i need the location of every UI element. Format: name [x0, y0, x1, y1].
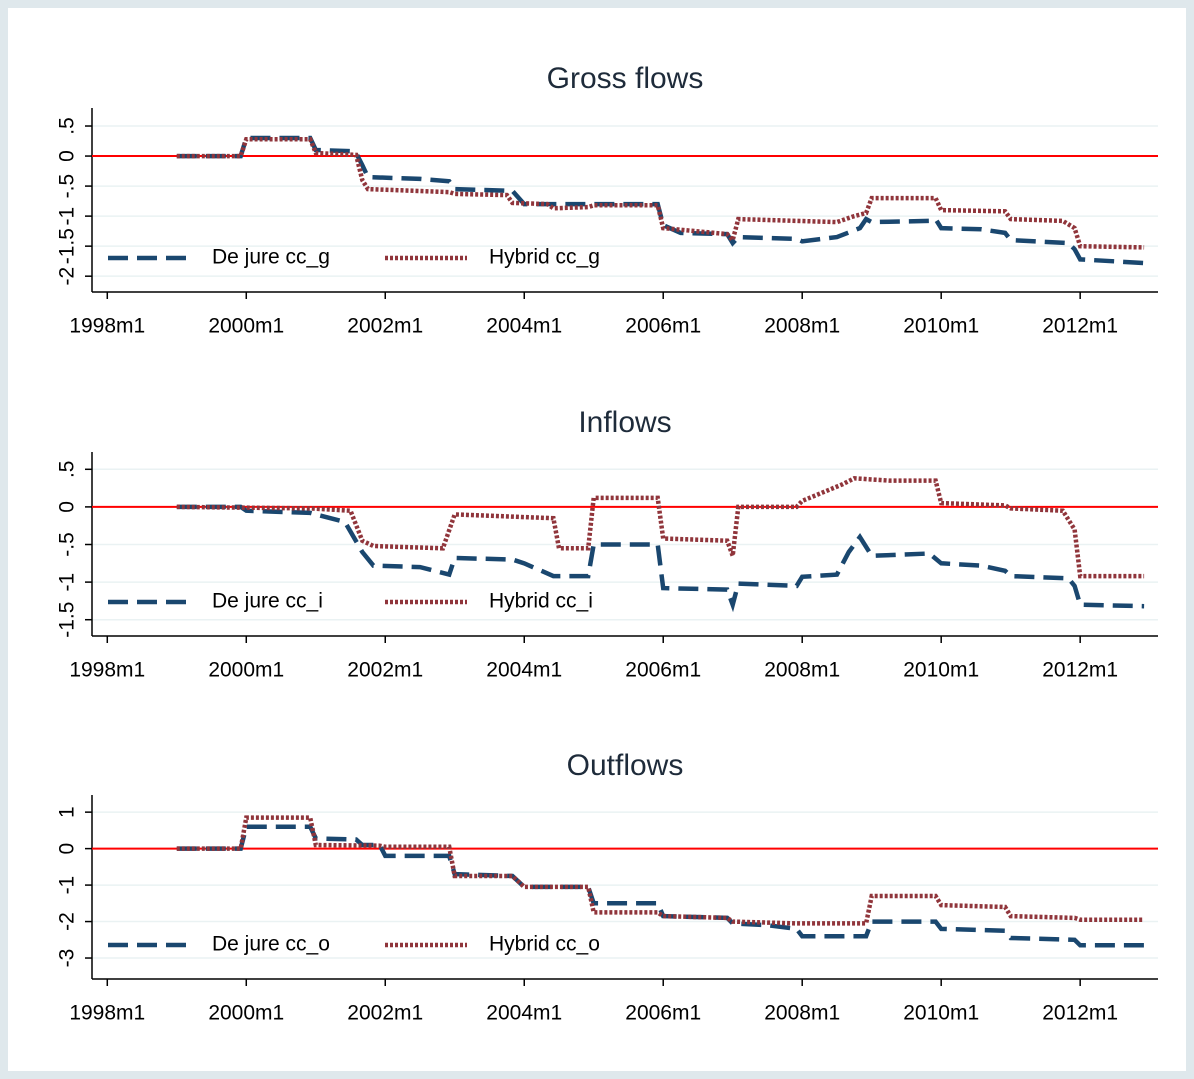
x-tick-label: 1998m1 [69, 315, 145, 338]
y-tick-label: -3 [56, 949, 79, 968]
x-tick-label: 2010m1 [903, 315, 979, 338]
legend-label: Hybrid cc_o [489, 933, 600, 956]
x-tick-label: 2000m1 [208, 1002, 284, 1025]
x-tick-label: 2008m1 [764, 659, 840, 682]
y-tick-label: -2 [56, 267, 79, 286]
x-tick-label: 2008m1 [764, 315, 840, 338]
series-line [176, 815, 1145, 926]
x-tick-label: 2010m1 [903, 659, 979, 682]
x-tick-label: 2006m1 [625, 659, 701, 682]
x-tick-label: 2002m1 [347, 315, 423, 338]
x-tick-label: 2000m1 [208, 315, 284, 338]
y-tick-label: -1 [56, 876, 79, 895]
x-tick-label: 2006m1 [625, 315, 701, 338]
x-tick-label: 1998m1 [69, 659, 145, 682]
series-line [176, 504, 1145, 613]
x-tick-label: 2002m1 [347, 659, 423, 682]
series-line [176, 136, 1145, 250]
series-line [176, 824, 1145, 948]
legend-label: De jure cc_i [212, 590, 323, 613]
x-tick-label: 2004m1 [486, 659, 562, 682]
y-tick-label: -2 [56, 912, 79, 931]
legend-label: De jure cc_g [212, 246, 330, 269]
y-tick-label: -1.5 [56, 602, 79, 638]
y-tick-label: -1.5 [56, 228, 79, 264]
y-tick-label: 0 [56, 501, 79, 513]
legend-label: De jure cc_o [212, 933, 330, 956]
x-tick-label: 2010m1 [903, 1002, 979, 1025]
x-tick-label: 2012m1 [1042, 315, 1118, 338]
y-tick-label: 0 [56, 843, 79, 855]
chart-title: Gross flows [547, 62, 704, 95]
y-tick-label: -1 [56, 573, 79, 592]
y-tick-label: -.5 [56, 174, 79, 199]
y-tick-label: -.5 [56, 532, 79, 557]
chart-title: Inflows [578, 406, 671, 439]
x-tick-label: 1998m1 [69, 1002, 145, 1025]
y-tick-label: .5 [56, 117, 79, 135]
legend-label: Hybrid cc_g [489, 246, 600, 269]
series-line [176, 476, 1145, 579]
x-tick-label: 2008m1 [764, 1002, 840, 1025]
x-tick-label: 2002m1 [347, 1002, 423, 1025]
legend-label: Hybrid cc_i [489, 590, 593, 613]
x-tick-label: 2004m1 [486, 1002, 562, 1025]
x-tick-label: 2004m1 [486, 315, 562, 338]
x-tick-label: 2006m1 [625, 1002, 701, 1025]
y-tick-label: 0 [56, 150, 79, 162]
y-tick-label: -1 [56, 207, 79, 226]
chart-title: Outflows [567, 749, 684, 782]
y-tick-label: 1 [56, 806, 79, 818]
x-tick-label: 2000m1 [208, 659, 284, 682]
y-tick-label: .5 [56, 461, 79, 479]
x-tick-label: 2012m1 [1042, 1002, 1118, 1025]
figure-background [8, 8, 1186, 1071]
x-tick-label: 2012m1 [1042, 659, 1118, 682]
